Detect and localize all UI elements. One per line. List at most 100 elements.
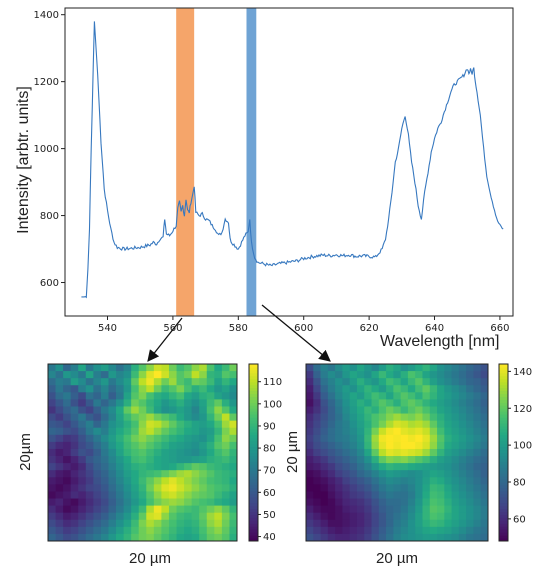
heatmap-cell: [93, 420, 102, 429]
heatmap-cell: [371, 505, 380, 514]
heatmap-cell: [138, 441, 147, 450]
heatmap-cell: [146, 399, 155, 407]
heatmap-cell: [407, 463, 416, 471]
heatmap-cell: [327, 498, 336, 506]
colorbar-segment: [249, 496, 258, 501]
heatmap-cell: [371, 427, 380, 436]
heatmap-cell: [63, 392, 72, 400]
heatmap-cell: [400, 484, 409, 492]
heatmap-cell: [184, 427, 193, 436]
heatmap-cell: [400, 385, 409, 393]
heatmap-cell: [176, 470, 185, 478]
heatmap-cell: [378, 512, 387, 521]
heatmap-cell: [393, 392, 402, 400]
heatmap-cell: [313, 420, 321, 429]
heatmap-cell: [48, 526, 56, 535]
colorbar-segment: [249, 408, 258, 412]
heatmap-cell: [85, 456, 94, 464]
heatmap-cell: [306, 456, 314, 464]
heatmap-cell: [214, 512, 223, 521]
heatmap-cell: [473, 526, 482, 535]
heatmap-cell: [364, 364, 372, 372]
heatmap-cell: [131, 364, 140, 372]
heatmap-cell: [335, 456, 343, 464]
heatmap-cell: [184, 505, 193, 514]
heatmap-cell: [378, 519, 387, 528]
x-tick-label: 640: [425, 323, 444, 334]
heatmap-cell: [108, 498, 117, 506]
heatmap-cell: [184, 512, 193, 521]
heatmap-cell: [400, 406, 409, 414]
heatmap-cell: [437, 371, 445, 379]
heatmap-cell: [176, 456, 185, 464]
heatmap-cell: [393, 456, 402, 464]
heatmap-cell: [184, 477, 193, 485]
heatmap-cell: [371, 477, 380, 485]
heatmap-cell: [229, 470, 238, 478]
heatmap-cell: [393, 505, 402, 514]
heatmap-cell: [458, 413, 467, 422]
heatmap-cell: [146, 420, 155, 429]
heatmap-cell: [199, 463, 208, 471]
heatmap-cell: [451, 484, 460, 492]
heatmap-cell: [451, 512, 460, 521]
heatmap-cell: [108, 491, 117, 499]
heatmap-cell: [55, 427, 64, 436]
heatmap-cell: [206, 413, 215, 422]
heatmap-cell: [306, 413, 314, 422]
heatmap-cell: [327, 378, 336, 386]
colorbar-segment: [499, 405, 508, 409]
heatmap-cell: [138, 420, 147, 429]
heatmap-cell: [116, 399, 124, 407]
heatmap-cell: [138, 427, 147, 436]
heatmap-cell: [199, 413, 208, 422]
heatmap-cell: [342, 378, 351, 386]
heatmap-cell: [63, 378, 72, 386]
heatmap-cell: [206, 364, 215, 372]
heatmap-cell: [161, 364, 170, 372]
colorbar-segment: [499, 366, 508, 371]
heatmap-cell: [168, 491, 177, 499]
heatmap-cell: [407, 519, 416, 528]
heatmap-cell: [206, 512, 215, 521]
heatmap-cell: [221, 441, 230, 450]
heatmap-cell: [146, 470, 155, 478]
heatmap-cell: [400, 378, 409, 386]
heatmap-cell: [93, 434, 102, 443]
heatmap-cell: [131, 533, 140, 542]
heatmap-cell: [63, 364, 72, 372]
heatmap-cell: [78, 427, 87, 436]
heatmap-cell: [131, 505, 140, 514]
heatmap-cell: [400, 512, 409, 521]
heatmap-cell: [400, 498, 409, 506]
heatmap-cell: [444, 448, 452, 457]
heatmap-cell: [93, 470, 102, 478]
x-tick-label: 660: [490, 323, 509, 334]
heatmap-cell: [116, 477, 124, 485]
heatmap-cell: [473, 470, 482, 478]
heatmap-cell: [313, 491, 321, 499]
heatmap-cell: [123, 427, 132, 436]
heatmap-cell: [356, 434, 365, 443]
heatmap-cell: [342, 512, 351, 521]
heatmap-cell: [349, 484, 358, 492]
heatmap-cell: [229, 505, 238, 514]
heatmap-cell: [356, 477, 365, 485]
heatmap-cell: [371, 484, 380, 492]
heatmap-cell: [407, 385, 416, 393]
heatmap-cell: [444, 392, 452, 400]
heatmap-cell: [199, 484, 208, 492]
heatmap-cell: [349, 364, 358, 372]
heatmap-cell: [191, 399, 200, 407]
colorbar-segment: [249, 482, 258, 486]
colorbar-tick-label: 100: [513, 441, 532, 452]
heatmap-cell: [407, 484, 416, 492]
heatmap-cell: [131, 456, 140, 464]
heatmap-cell: [214, 519, 223, 528]
heatmap-cell: [422, 378, 431, 386]
heatmap-cell: [327, 441, 336, 450]
heatmap-cell: [55, 519, 64, 528]
heatmap-cell: [221, 371, 230, 379]
highlight-band-2: [246, 8, 257, 316]
heatmap-cell: [415, 434, 423, 443]
